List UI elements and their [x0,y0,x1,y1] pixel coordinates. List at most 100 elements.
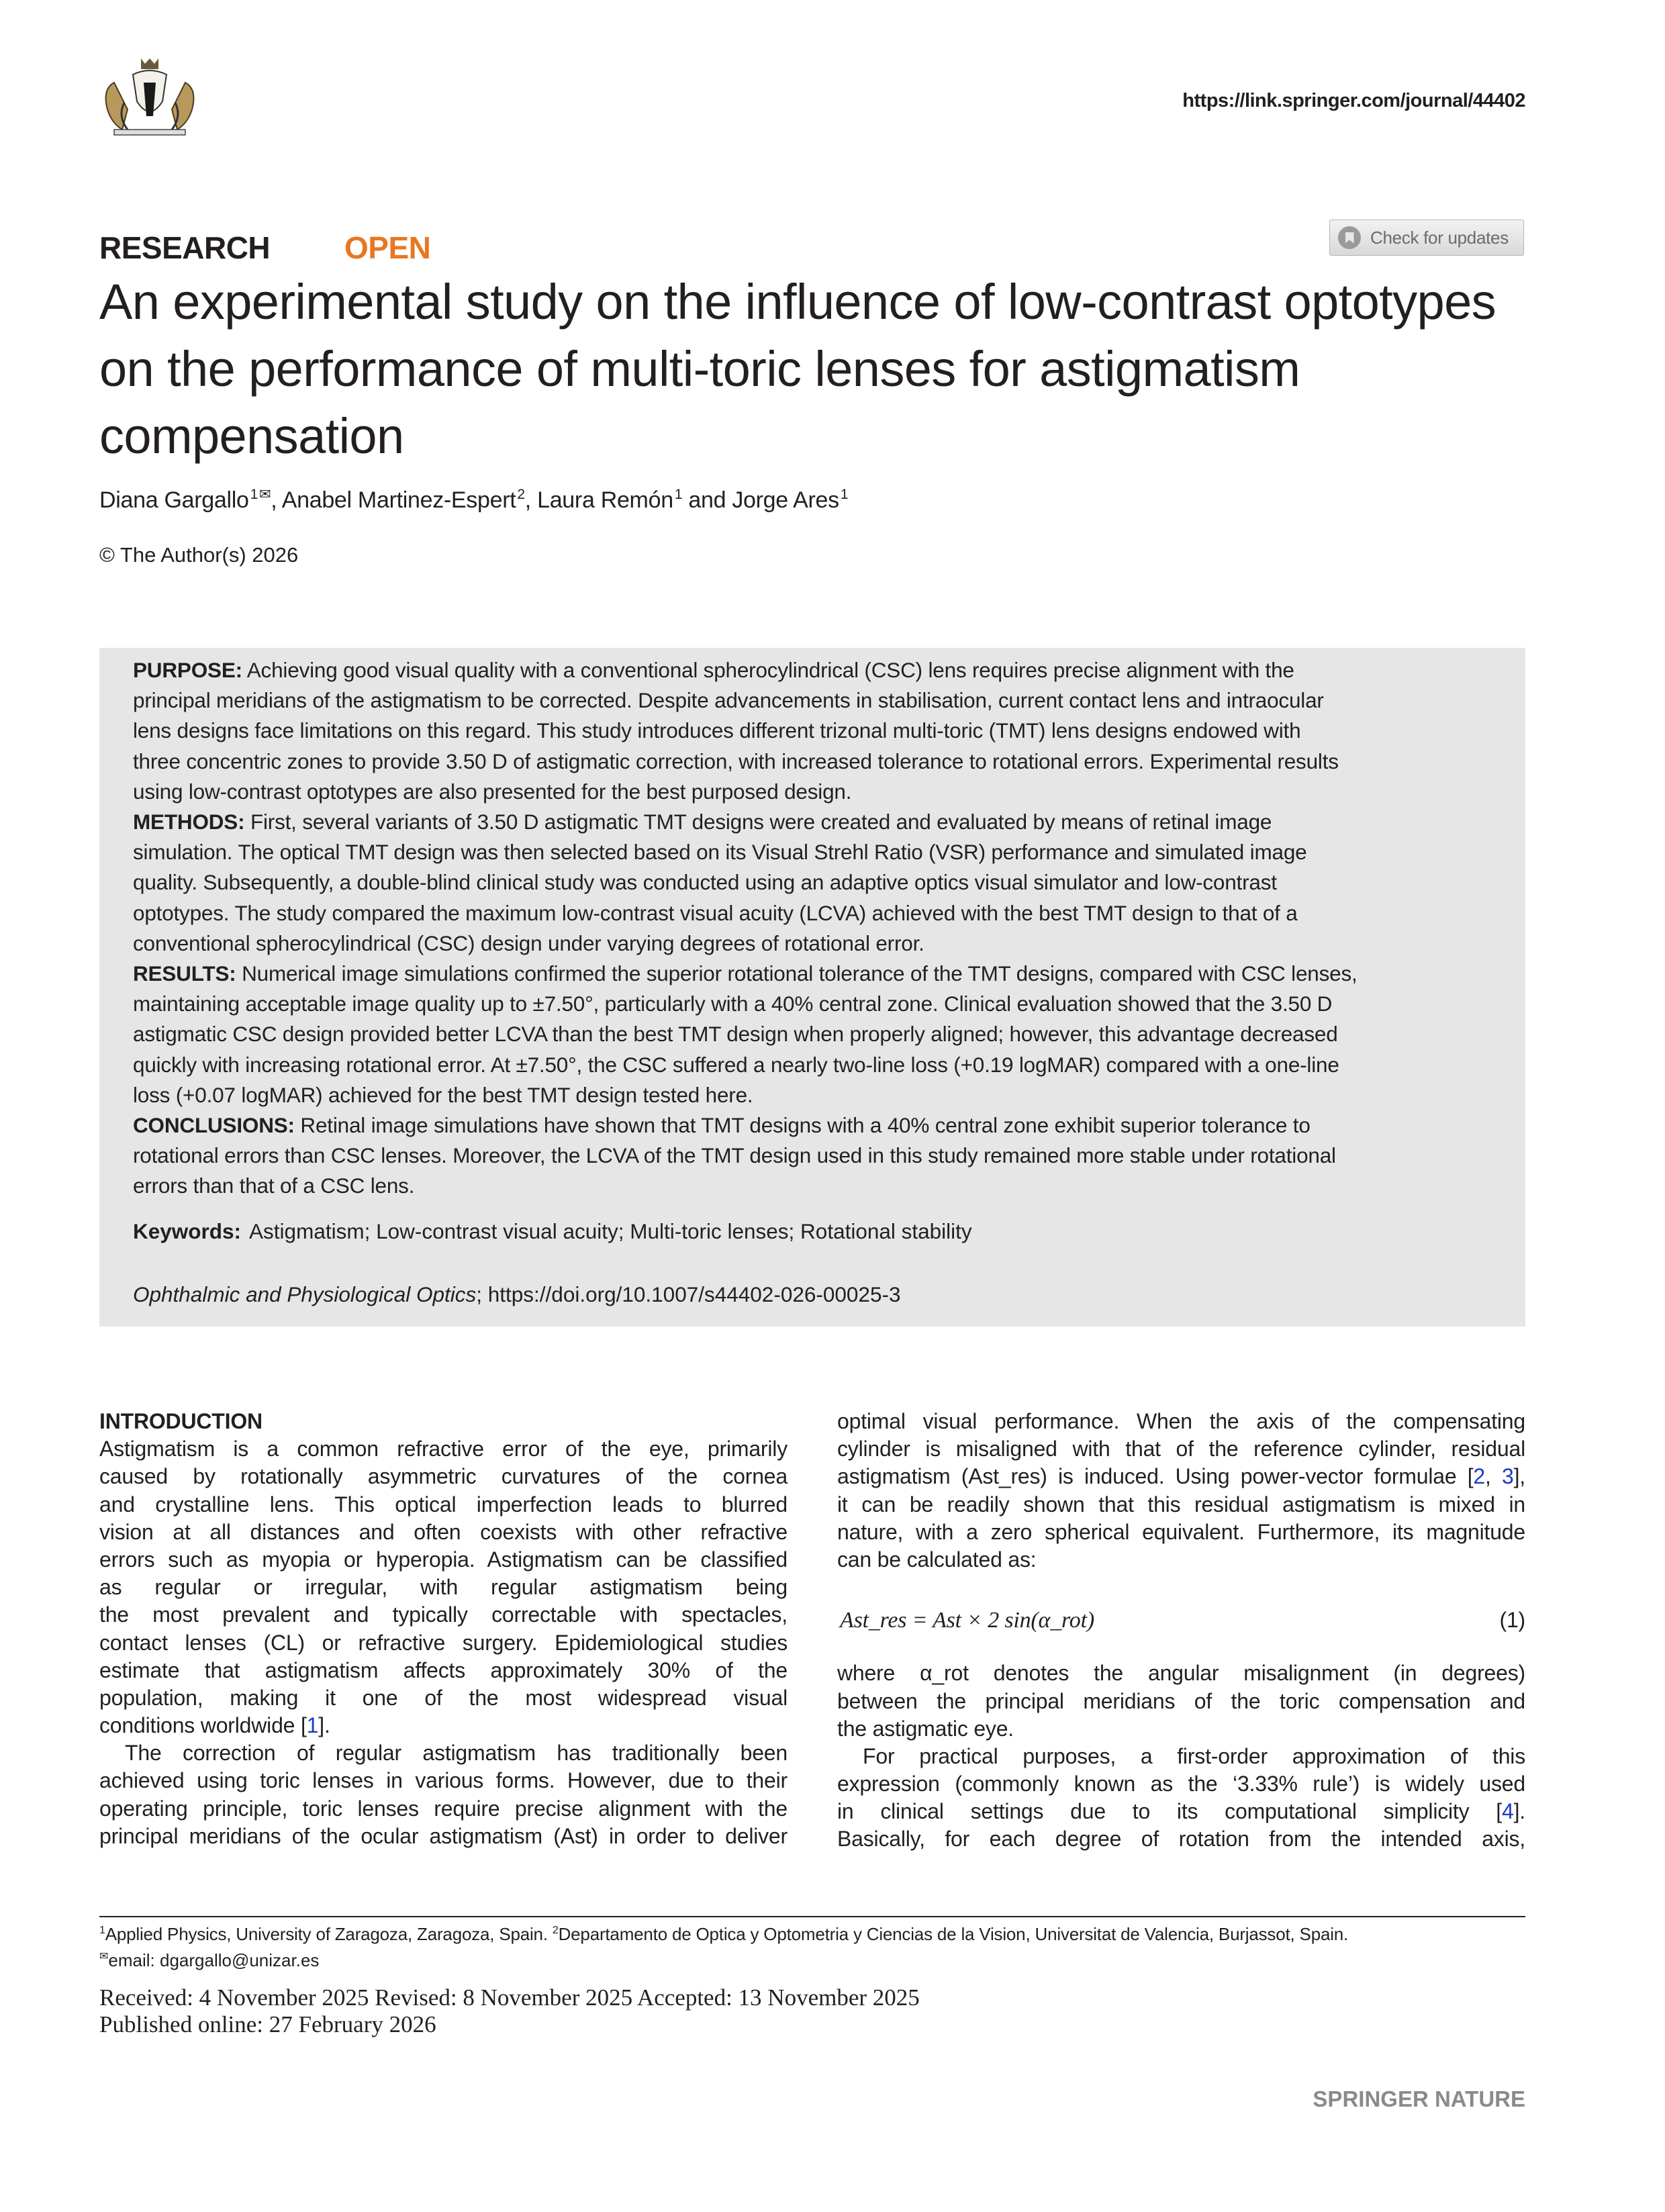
article-type-label: RESEARCH [99,230,271,265]
abstract-line: rotational errors than CSC lenses. Moreo… [133,1141,1358,1171]
check-for-updates-label: Check for updates [1370,227,1509,248]
abstract-line-text: using low-contrast optotypes are also pr… [133,779,852,804]
abstract-line-text: optotypes. The study compared the maximu… [133,900,1298,925]
journal-name: Ophthalmic and Physiological Optics [133,1282,477,1306]
equation-number: (1) [1499,1608,1525,1633]
abstract-line: PURPOSE: Achieving good visual quality w… [133,655,1358,685]
abstract-line: astigmatic CSC design provided better LC… [133,1019,1358,1049]
abstract-line: principal meridians of the astigmatism t… [133,685,1358,716]
copyright: © The Author(s) 2026 [99,543,299,567]
affiliations: 1Applied Physics, University of Zaragoza… [99,1924,1349,1944]
abstract-line-text: principal meridians of the astigmatism t… [133,688,1324,713]
author-affiliation: 1 [250,487,258,502]
abstract-label-methods: METHODS: [133,810,245,834]
journal-citation: Ophthalmic and Physiological Optics; htt… [133,1282,900,1307]
body-line: can be calculated as: [837,1547,1037,1572]
abstract-line-text: lens designs face limitations on this re… [133,718,1301,743]
abstract-line-text: conventional spherocylindrical (CSC) des… [133,930,924,955]
abstract-line: quality. Subsequently, a double-blind cl… [133,867,1358,898]
journal-url-link[interactable]: https://link.springer.com/journal/44402 [1182,90,1525,111]
envelope-icon: ✉ [259,487,271,502]
body-line: the astigmatic eye. [837,1716,1014,1741]
abstract-line: CONCLUSIONS: Retinal image simulations h… [133,1110,1358,1141]
body-line: cylinder is misaligned with that of the … [837,1437,1525,1461]
body-line: optimal visual performance. When the axi… [837,1409,1525,1433]
abstract-line: optotypes. The study compared the maximu… [133,898,1358,928]
body-line: errors such as myopia or hyperopia. Asti… [99,1547,788,1572]
corresponding-email: ✉email: dgargallo@unizar.es [99,1950,319,1971]
abstract-line: quickly with increasing rotational error… [133,1050,1358,1080]
body-line: contact lenses (CL) or refractive surger… [99,1630,788,1655]
abstract-line-text: errors than that of a CSC lens. [133,1173,415,1198]
article-dates: Received: 4 November 2025 Revised: 8 Nov… [99,1984,920,2011]
abstract-line: loss (+0.07 logMAR) achieved for the bes… [133,1080,1358,1110]
abstract-line-text: rotational errors than CSC lenses. Moreo… [133,1143,1336,1168]
body-line: achieved using toric lenses in various f… [99,1768,788,1793]
body-line: nature, with a zero spherical equivalent… [837,1519,1525,1544]
citation-link[interactable]: 1 [306,1713,319,1738]
abstract-line: simulation. The optical TMT design was t… [133,837,1358,867]
abstract-line: conventional spherocylindrical (CSC) des… [133,928,1358,959]
abstract-label-conclusions: CONCLUSIONS: [133,1113,295,1138]
abstract-line-text: Retinal image simulations have shown tha… [294,1113,1311,1138]
citation-link[interactable]: 2 [1473,1464,1486,1489]
citation-link[interactable]: 4 [1501,1799,1514,1824]
abstract-line: errors than that of a CSC lens. [133,1171,1358,1201]
abstract-line-text: Achieving good visual quality with a con… [242,658,1294,682]
abstract-line: METHODS: First, several variants of 3.50… [133,807,1358,837]
body-line: caused by rotationally asymmetric curvat… [99,1464,788,1489]
equation-formula: Ast_res = Ast × 2 sin(α_rot) [840,1608,1094,1633]
open-access-label: OPEN [344,230,431,265]
abstract-label-results: RESULTS: [133,961,236,986]
envelope-icon: ✉ [99,1951,109,1962]
body-line: expression (commonly known as the ‘3.33%… [837,1772,1525,1796]
body-line: operating principle, toric lenses requir… [99,1796,788,1821]
body-line: in clinical settings due to its computat… [837,1799,1525,1824]
abstract-line-text: quality. Subsequently, a double-blind cl… [133,870,1277,895]
body-column-right: optimal visual performance. When the axi… [837,1408,1525,1854]
author-name: Diana Gargallo [99,487,249,513]
author-separator: , [524,487,538,513]
section-heading-introduction: INTRODUCTION [99,1409,263,1433]
body-line: Astigmatism is a common refractive error… [99,1437,788,1461]
body-line: estimate that astigmatism affects approx… [99,1657,788,1682]
abstract-box: PURPOSE: Achieving good visual quality w… [99,648,1525,1327]
body-line: conditions worldwide [1]. [99,1713,330,1738]
abstract-line-text: First, several variants of 3.50 D astigm… [244,810,1272,834]
abstract-line-text: quickly with increasing rotational error… [133,1052,1339,1077]
abstract-line-text: three concentric zones to provide 3.50 D… [133,749,1339,773]
body-line: astigmatism (Ast_res) is induced. Using … [837,1464,1525,1489]
abstract-line: RESULTS: Numerical image simulations con… [133,959,1358,989]
affiliation-2: Departamento de Optica y Optometria y Ci… [558,1924,1349,1944]
author-affiliation: 1 [840,487,849,502]
springer-nature-logo: SPRINGER NATURE [1313,2086,1525,2111]
abstract-line-text: maintaining acceptable image quality up … [133,992,1333,1016]
body-line: principal meridians of the ocular astigm… [99,1823,788,1848]
article-title: An experimental study on the influence o… [99,274,1496,464]
abstract-line: maintaining acceptable image quality up … [133,989,1358,1019]
abstract-line-text: simulation. The optical TMT design was t… [133,840,1307,865]
body-line: the most prevalent and typically correct… [99,1602,788,1627]
body-line: For practical purposes, a first-order ap… [863,1743,1525,1768]
keywords-label: Keywords: [133,1219,242,1243]
body-line: and crystalline lens. This optical imper… [99,1492,788,1517]
author-separator: and [682,487,732,513]
coat-of-arms-logo [105,58,195,136]
check-for-updates-button[interactable]: Check for updates [1329,220,1524,256]
abstract-line: using low-contrast optotypes are also pr… [133,777,1358,807]
author-name: Anabel Martinez-Espert [281,487,516,513]
author-separator: , [271,487,282,513]
citation-link[interactable]: 3 [1501,1464,1514,1489]
doi-link[interactable]: ; https://doi.org/10.1007/s44402-026-000… [476,1282,901,1306]
body-line: it can be readily shown that this residu… [837,1492,1525,1517]
published-date: Published online: 27 February 2026 [99,2011,436,2037]
abstract-line-text: astigmatic CSC design provided better LC… [133,1022,1338,1047]
email-link[interactable]: email: dgargallo@unizar.es [108,1950,320,1970]
body-line: between the principal meridians of the t… [837,1688,1525,1713]
body-line: Basically, for each degree of rotation f… [837,1827,1525,1852]
keywords: Keywords: Astigmatism; Low-contrast visua… [133,1219,972,1244]
abstract-line: lens designs face limitations on this re… [133,716,1358,746]
abstract-line-text: Numerical image simulations confirmed th… [236,961,1358,986]
body-line: The correction of regular astigmatism ha… [125,1741,788,1766]
body-line: vision at all distances and often coexis… [99,1519,788,1544]
